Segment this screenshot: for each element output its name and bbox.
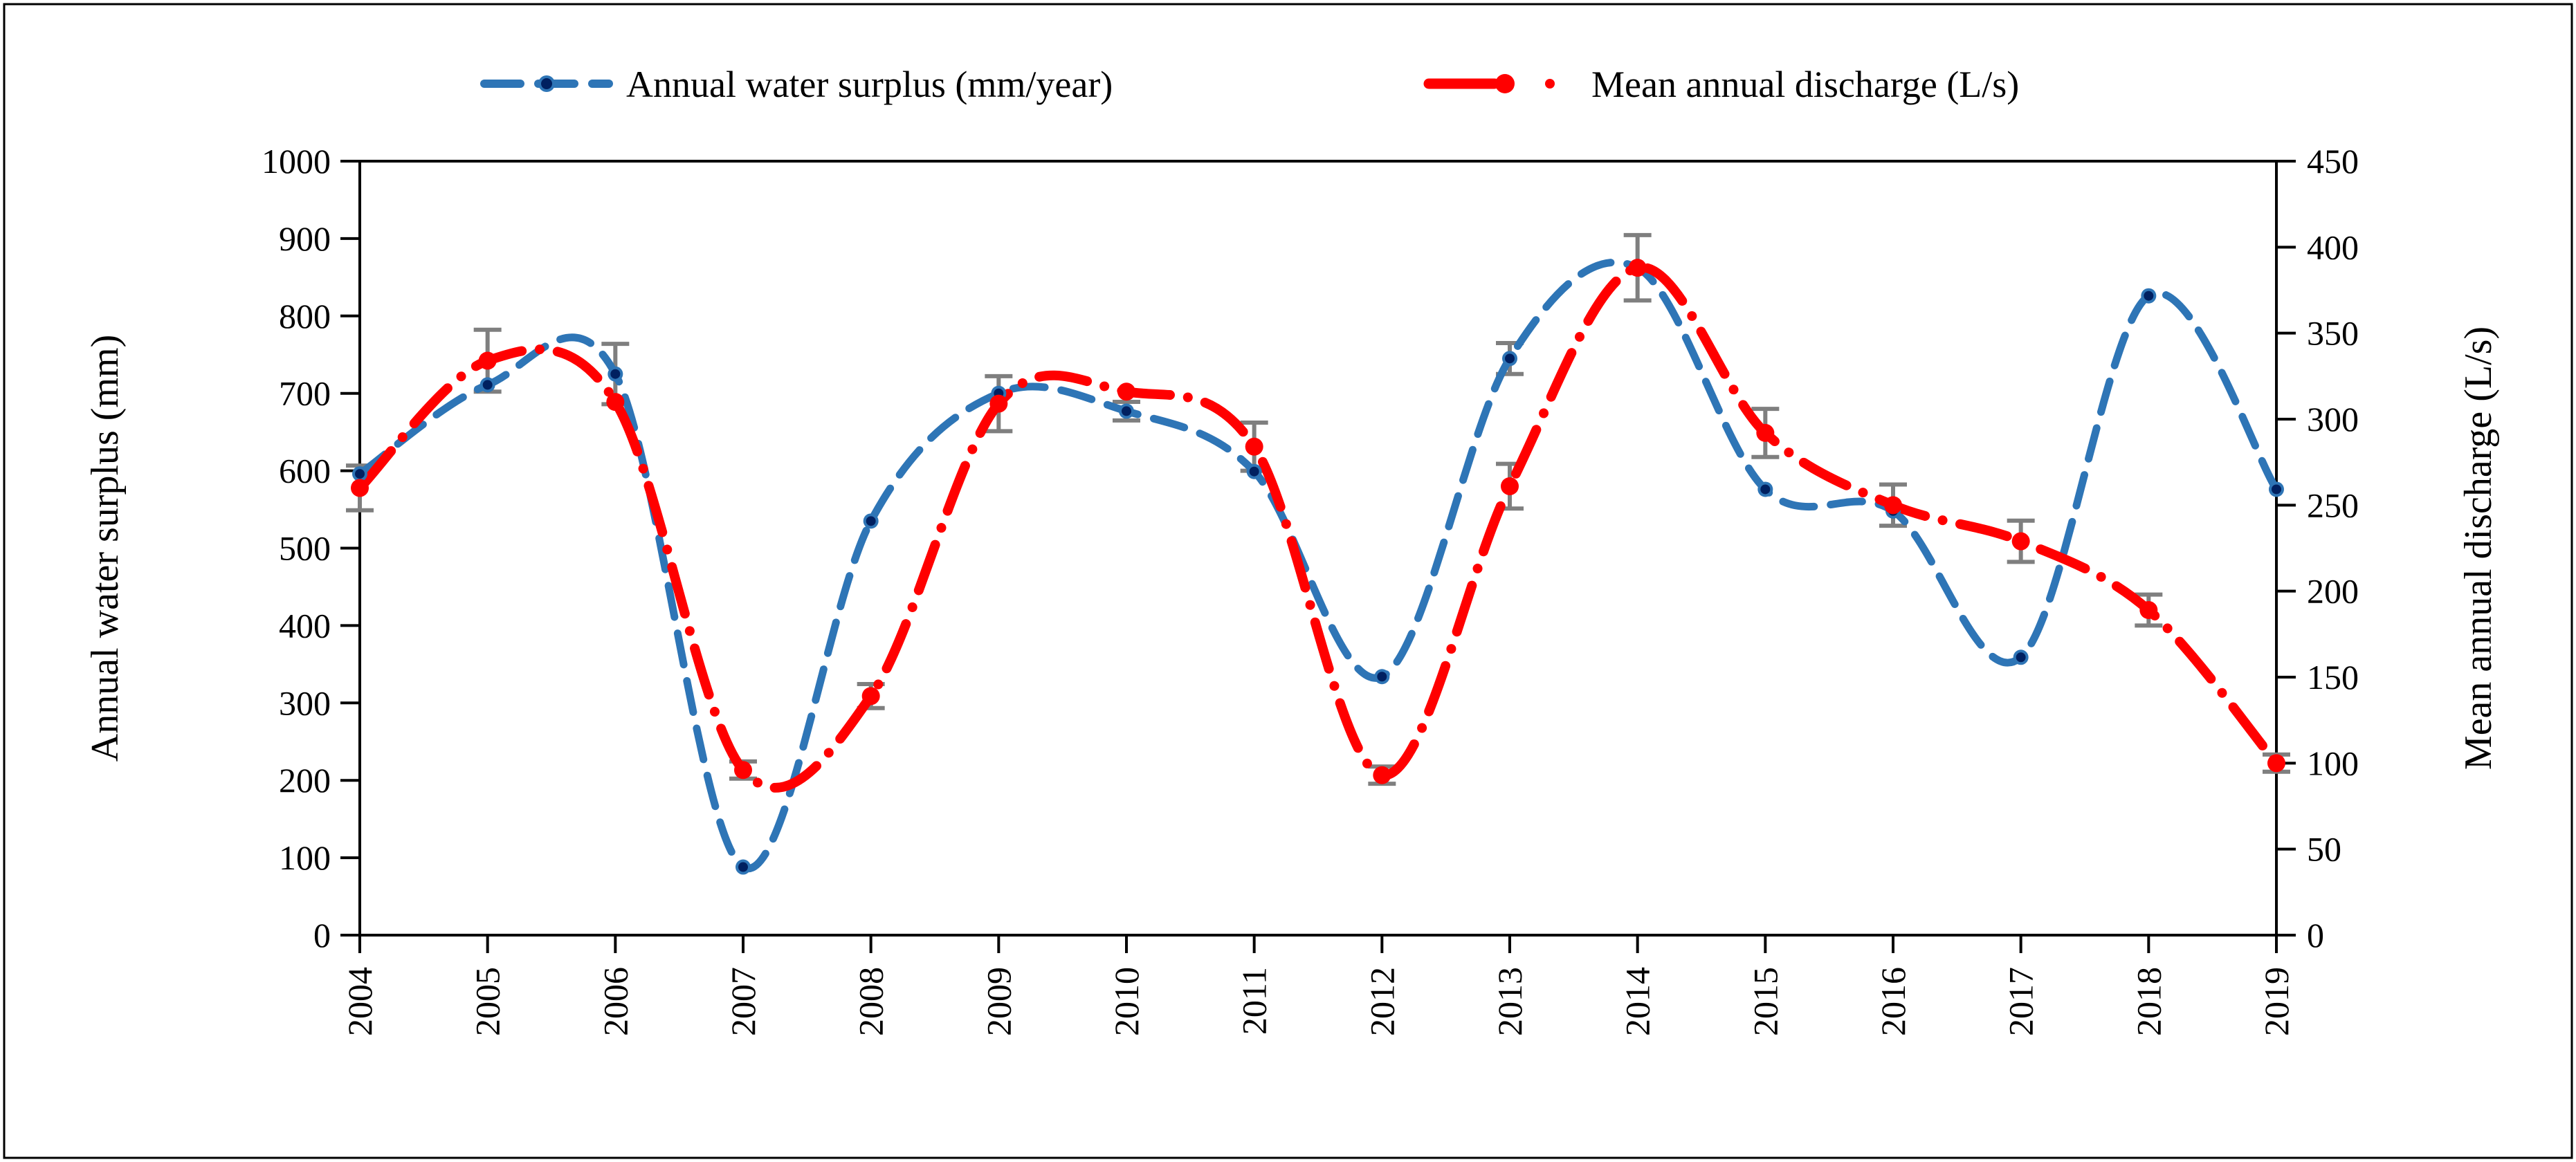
surplus-marker — [352, 466, 367, 482]
x-axis-year-label: 2005 — [468, 967, 507, 1036]
x-axis-year-label: 2014 — [1618, 967, 1657, 1036]
x-axis-year-label: 2006 — [596, 967, 634, 1036]
discharge-marker — [2267, 754, 2285, 773]
surplus-marker — [2141, 288, 2157, 304]
legend: Annual water surplus (mm/year) Mean annua… — [480, 64, 2019, 105]
left-axis-title: Annual water surplus (mm) — [84, 335, 127, 762]
discharge-marker — [1628, 259, 1647, 277]
surplus-marker — [1246, 463, 1262, 479]
discharge-marker — [351, 479, 369, 497]
discharge-marker — [1245, 437, 1263, 456]
x-axis-year-label: 2010 — [1107, 967, 1146, 1036]
left-axis-tick-label: 400 — [279, 606, 331, 645]
surplus-marker — [2013, 649, 2029, 665]
right-axis-tick-label: 250 — [2307, 486, 2359, 524]
x-axis-year-label: 2017 — [2002, 967, 2040, 1036]
x-axis-year-label: 2018 — [2129, 967, 2168, 1036]
right-axis-tick-label: 400 — [2307, 228, 2359, 266]
x-axis-year-label: 2007 — [724, 967, 762, 1036]
x-axis-year-label: 2012 — [1362, 967, 1401, 1036]
surplus-marker — [1502, 351, 1517, 367]
surplus-marker — [736, 859, 751, 875]
x-axis-year-label: 2008 — [852, 967, 890, 1036]
surplus-marker — [608, 366, 623, 382]
surplus-marker — [863, 513, 879, 529]
left-axis-tick-label: 1000 — [262, 142, 331, 181]
legend-label-surplus: Annual water surplus (mm/year) — [626, 64, 1113, 105]
right-axis-tick-label: 200 — [2307, 572, 2359, 611]
x-axis-year-label: 2015 — [1746, 967, 1784, 1036]
surplus-marker — [1757, 481, 1773, 497]
discharge-marker — [606, 393, 625, 412]
legend-marker-surplus-inner — [541, 78, 552, 89]
discharge-marker — [478, 351, 497, 370]
left-axis-tick-label: 300 — [279, 683, 331, 722]
surplus-marker — [1119, 403, 1134, 419]
discharge-marker — [1756, 423, 1775, 442]
legend-label-discharge: Mean annual discharge (L/s) — [1591, 64, 2019, 105]
right-axis-tick-label: 50 — [2307, 830, 2341, 869]
discharge-marker — [1373, 766, 1391, 784]
left-axis-tick-label: 500 — [279, 529, 331, 568]
legend-dot-discharge — [1545, 79, 1555, 89]
x-axis-year-label: 2004 — [340, 967, 379, 1036]
right-axis-title: Mean annual discharge (L/s) — [2457, 326, 2500, 770]
left-axis-tick-label: 100 — [279, 838, 331, 877]
discharge-marker — [861, 687, 880, 706]
x-axis-year-label: 2013 — [1490, 967, 1529, 1036]
x-axis-year-label: 2011 — [1235, 967, 1274, 1035]
x-axis-year-label: 2016 — [1874, 967, 1912, 1036]
discharge-line — [355, 262, 2281, 793]
right-axis-tick-label: 150 — [2307, 658, 2359, 697]
left-axis-tick-label: 800 — [279, 297, 331, 335]
discharge-marker — [734, 761, 752, 780]
surplus-marker — [2269, 481, 2284, 497]
discharge-marker — [1501, 477, 1519, 495]
discharge-marker — [1117, 382, 1135, 401]
x-axis-year-label: 2019 — [2257, 967, 2296, 1036]
plot-area-border — [358, 160, 2278, 937]
discharge-marker — [1884, 496, 1902, 515]
right-axis-tick-label: 0 — [2307, 916, 2324, 954]
surplus-marker — [479, 377, 495, 393]
surplus-marker — [1374, 669, 1390, 685]
discharge-marker — [2011, 532, 2030, 551]
left-axis-tick-label: 900 — [279, 219, 331, 258]
discharge-marker — [989, 394, 1008, 413]
x-axis-year-label: 2009 — [979, 967, 1018, 1036]
right-axis-tick-label: 350 — [2307, 314, 2359, 353]
surplus-line — [356, 258, 2281, 872]
left-axis-tick-label: 600 — [279, 452, 331, 490]
right-axis-tick-label: 450 — [2307, 142, 2359, 181]
figure-border — [3, 3, 2573, 1159]
legend-marker-discharge — [1495, 74, 1515, 93]
right-axis-tick-label: 300 — [2307, 400, 2359, 439]
right-axis-tick-label: 100 — [2307, 744, 2359, 782]
left-axis-tick-label: 700 — [279, 374, 331, 413]
left-axis-tick-label: 0 — [313, 916, 331, 954]
discharge-marker — [2139, 601, 2158, 620]
left-axis-tick-label: 200 — [279, 761, 331, 800]
